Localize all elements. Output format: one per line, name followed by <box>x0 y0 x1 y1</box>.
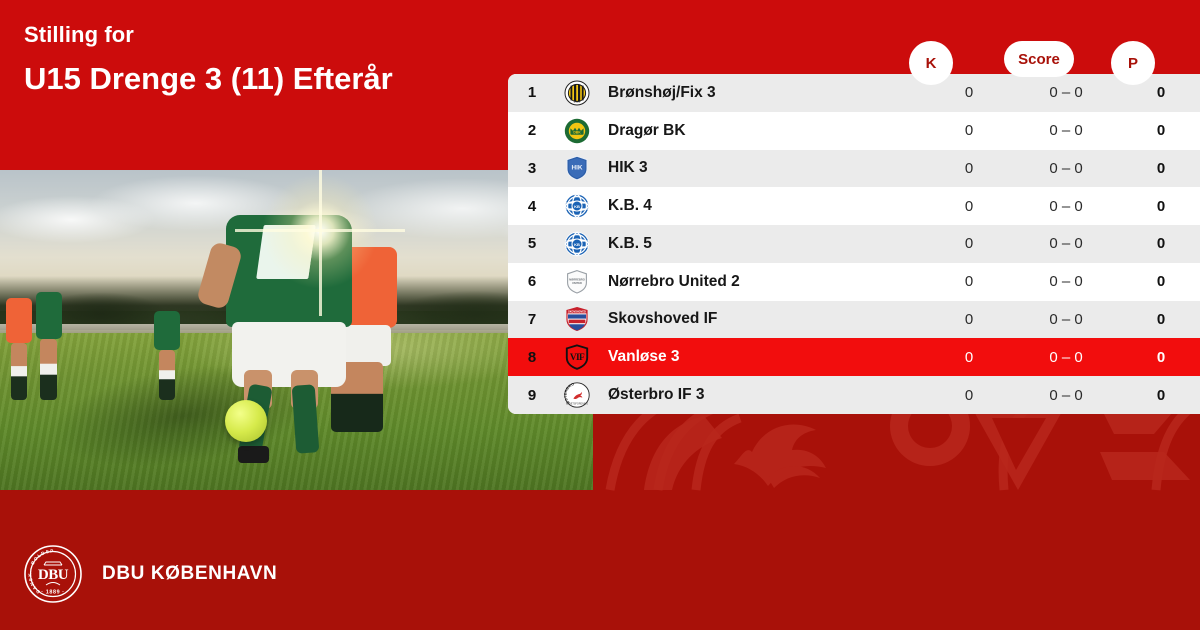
row-matches-played: 0 <box>964 386 974 404</box>
osterbro-crest: ØSTERBROIDRÆTSFORENING <box>556 380 598 410</box>
column-header-k: K <box>909 41 953 85</box>
svg-text:KB: KB <box>574 242 580 247</box>
row-score: 0 – 0 <box>1049 386 1083 404</box>
row-matches-played: 0 <box>964 273 974 291</box>
row-team-name[interactable]: K.B. 4 <box>608 197 652 215</box>
svg-text:DBK: DBK <box>573 130 581 134</box>
svg-text:UNITED: UNITED <box>572 281 582 285</box>
row-matches-played: 0 <box>964 235 974 253</box>
photo-player-mid <box>154 310 181 401</box>
row-team-name[interactable]: Skovshoved IF <box>608 310 718 328</box>
row-score: 0 – 0 <box>1049 310 1083 328</box>
column-header-k-label: K <box>925 54 937 72</box>
bronshoj-crest: 1919 <box>556 78 598 108</box>
row-score: 0 – 0 <box>1049 235 1083 253</box>
row-matches-played: 0 <box>964 310 974 328</box>
row-points: 0 <box>1156 159 1166 177</box>
column-header-score-label: Score <box>1018 50 1060 68</box>
row-points: 0 <box>1156 235 1166 253</box>
row-points: 0 <box>1156 273 1166 291</box>
row-rank: 9 <box>527 386 537 404</box>
standings-table: 1 1919 Brønshøj/Fix 3 0 0 – 0 0 2 DBK Dragør BK 0… <box>508 74 1200 414</box>
row-team-name[interactable]: K.B. 5 <box>608 234 652 252</box>
table-row[interactable]: 9 ØSTERBROIDRÆTSFORENING Østerbro IF 3 0 0 –… <box>508 376 1200 414</box>
row-matches-played: 0 <box>964 197 974 215</box>
row-points: 0 <box>1156 84 1166 102</box>
page-title: U15 Drenge 3 (11) Efterår <box>24 61 393 96</box>
row-matches-played: 0 <box>964 348 974 366</box>
row-team-name[interactable]: Nørrebro United 2 <box>608 272 740 290</box>
column-header-p: P <box>1111 41 1155 85</box>
row-matches-played: 0 <box>964 159 974 177</box>
footer: DANSK · BOLDSPIL · UNION DBU · 1889 · DB… <box>22 541 278 603</box>
row-score: 0 – 0 <box>1049 348 1083 366</box>
football-match-photo <box>0 170 593 490</box>
photo-football <box>225 400 268 443</box>
vanlose-crest: VIF <box>556 342 598 372</box>
kicker-text: Stilling for <box>24 22 134 47</box>
row-rank: 5 <box>527 235 537 253</box>
svg-text:· 1889 ·: · 1889 · <box>41 590 64 596</box>
dbu-logo-icon: DANSK · BOLDSPIL · UNION DBU · 1889 · <box>22 541 82 603</box>
row-rank: 3 <box>527 159 537 177</box>
dragor-crest: DBK <box>556 116 598 146</box>
svg-text:DBU: DBU <box>38 567 69 583</box>
kb-crest: KB <box>556 229 598 259</box>
svg-text:HIK: HIK <box>571 165 582 172</box>
row-points: 0 <box>1156 386 1166 404</box>
row-matches-played: 0 <box>964 122 974 140</box>
table-row[interactable]: 3 HIK HIK 3 0 0 – 0 0 <box>508 149 1200 188</box>
svg-text:IDRÆTSFORENING: IDRÆTSFORENING <box>566 403 588 406</box>
svg-text:1919: 1919 <box>574 99 581 103</box>
row-team-name[interactable]: Brønshøj/Fix 3 <box>608 83 716 101</box>
table-row[interactable]: 2 DBK Dragør BK 0 0 – 0 0 <box>508 111 1200 150</box>
column-header-score: Score <box>1004 41 1074 77</box>
kb-crest: KB <box>556 191 598 221</box>
footer-label: DBU KØBENHAVN <box>102 563 278 584</box>
row-points: 0 <box>1156 310 1166 328</box>
row-rank: 8 <box>527 348 537 366</box>
row-score: 0 – 0 <box>1049 273 1083 291</box>
row-score: 0 – 0 <box>1049 159 1083 177</box>
skovshoved-crest: SKOVSHOVED <box>556 304 598 334</box>
row-points: 0 <box>1156 348 1166 366</box>
row-score: 0 – 0 <box>1049 84 1083 102</box>
photo-sun-flare <box>235 170 406 316</box>
row-points: 0 <box>1156 122 1166 140</box>
row-rank: 6 <box>527 273 537 291</box>
row-team-name[interactable]: HIK 3 <box>608 159 648 177</box>
hik-crest: HIK <box>556 153 598 183</box>
row-team-name[interactable]: Østerbro IF 3 <box>608 386 705 403</box>
table-row[interactable]: 7 SKOVSHOVED Skovshoved IF 0 0 – 0 0 <box>508 300 1200 339</box>
row-score: 0 – 0 <box>1049 122 1083 140</box>
row-score: 0 – 0 <box>1049 197 1083 215</box>
row-rank: 4 <box>527 197 537 215</box>
row-points: 0 <box>1156 197 1166 215</box>
svg-text:SKOVSHOVED: SKOVSHOVED <box>568 311 586 314</box>
svg-text:VIF: VIF <box>570 353 585 363</box>
row-matches-played: 0 <box>964 84 974 102</box>
headline: Stilling for U15 Drenge 3 (11) Efterår <box>24 20 494 100</box>
row-team-name[interactable]: Vanløse 3 <box>608 348 680 366</box>
row-team-name[interactable]: Dragør BK <box>608 121 686 139</box>
photo-player-far-left <box>5 298 32 401</box>
svg-text:NØRREBRO: NØRREBRO <box>569 277 585 281</box>
table-row[interactable]: 5 KB K.B. 5 0 0 – 0 0 <box>508 225 1200 263</box>
column-header-p-label: P <box>1127 54 1138 72</box>
dbu-watermark <box>600 412 1200 492</box>
svg-text:KB: KB <box>574 204 580 209</box>
table-row[interactable]: 4 KB K.B. 4 0 0 – 0 0 <box>508 187 1200 226</box>
norrebro-united-crest: NØRREBRO UNITED <box>556 267 598 297</box>
row-rank: 2 <box>527 122 537 140</box>
row-rank: 1 <box>527 84 537 102</box>
table-row[interactable]: 8 VIF Vanløse 3 0 0 – 0 0 <box>508 338 1200 377</box>
row-rank: 7 <box>527 310 537 328</box>
table-row[interactable]: 6 NØRREBRO UNITED Nørrebro United 2 0 0 – 0 0 <box>508 262 1200 301</box>
table-row[interactable]: 1 1919 Brønshøj/Fix 3 0 0 – 0 0 <box>508 74 1200 112</box>
photo-player-left <box>35 291 62 401</box>
